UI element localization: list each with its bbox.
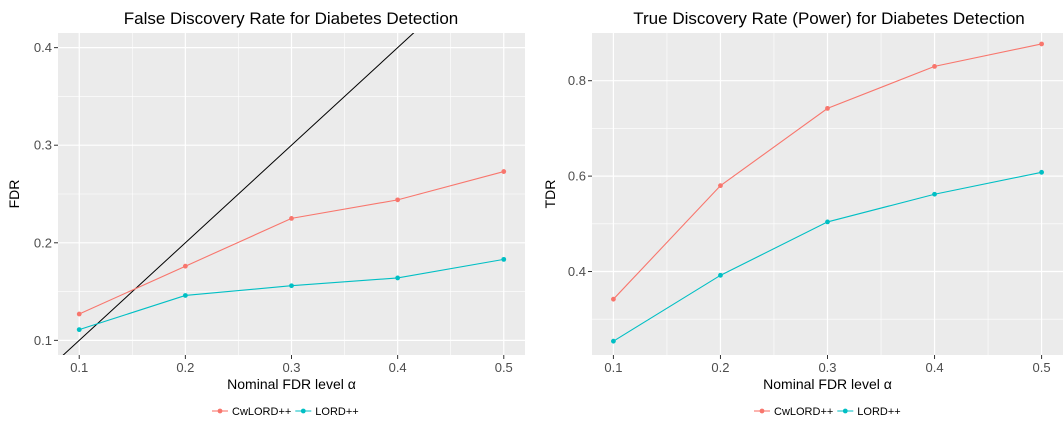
legend-label-cwlord: CwLORD++ [774, 406, 833, 418]
data-point-lord [718, 272, 723, 278]
data-point-cwlord [932, 63, 937, 69]
x-tick-label: 0.3 [818, 360, 836, 375]
data-point-cwlord [289, 215, 294, 221]
data-point-cwlord [718, 183, 723, 189]
legend-label-cwlord: CwLORD++ [232, 406, 291, 418]
data-point-lord [825, 219, 830, 225]
chart-title: False Discovery Rate for Diabetes Detect… [124, 9, 458, 28]
x-tick-label: 0.3 [282, 360, 300, 375]
y-tick-label: 0.1 [34, 333, 52, 348]
y-tick-label: 0.6 [568, 169, 586, 184]
data-point-lord [395, 275, 401, 281]
x-tick-label: 0.5 [1033, 360, 1051, 375]
x-tick-label: 0.1 [604, 360, 622, 375]
y-tick-label: 0.3 [34, 138, 52, 153]
chart-title: True Discovery Rate (Power) for Diabetes… [633, 9, 1024, 28]
data-point-lord [1039, 169, 1044, 175]
data-point-lord [289, 283, 294, 289]
legend-key-point-lord [842, 408, 848, 414]
data-point-lord [932, 191, 937, 197]
x-tick-label: 0.5 [495, 360, 513, 375]
data-point-lord [501, 256, 507, 262]
y-tick-label: 0.4 [568, 264, 586, 279]
chart-panel-1: 0.1 0.2 0.3 0.4 0.5 0.1 0.2 0.3 0.4 False Discove… [6, 9, 525, 418]
x-tick-label: 0.4 [389, 360, 407, 375]
data-point-cwlord [395, 197, 401, 203]
legend-key-point-cwlord [217, 408, 223, 414]
data-point-cwlord [611, 296, 616, 302]
data-point-cwlord [825, 105, 830, 111]
x-tick-label: 0.2 [176, 360, 194, 375]
legend-key-point-lord [300, 408, 306, 414]
legend: CwLORD++ LORD++ [754, 406, 901, 418]
x-tick-label: 0.2 [711, 360, 729, 375]
y-tick-label: 0.2 [34, 235, 52, 250]
y-axis-title: FDR [6, 180, 22, 209]
data-point-lord [611, 338, 616, 344]
x-axis-title: Nominal FDR level α [763, 376, 892, 392]
plot-area [62, 33, 507, 355]
y-axis-title: TDR [542, 180, 558, 209]
data-point-cwlord [501, 169, 507, 174]
y-tick-label: 0.8 [568, 73, 586, 88]
data-point-lord [182, 293, 188, 298]
legend-label-lord: LORD++ [857, 406, 900, 418]
data-point-cwlord [182, 263, 188, 269]
legend: CwLORD++ LORD++ [212, 406, 359, 418]
legend-key-point-cwlord [759, 408, 765, 414]
x-tick-label: 0.4 [926, 360, 944, 375]
data-point-cwlord [1039, 41, 1044, 47]
x-axis-title: Nominal FDR level α [227, 376, 356, 392]
data-point-cwlord [76, 311, 82, 317]
y-tick-label: 0.4 [34, 40, 52, 55]
legend-label-lord: LORD++ [315, 406, 358, 418]
chart-panel-2: 0.1 0.2 0.3 0.4 0.5 0.4 0.6 0.8 True Discovery R… [542, 9, 1063, 418]
data-point-lord [76, 327, 82, 333]
plot-area [611, 41, 1044, 344]
x-tick-label: 0.1 [70, 360, 88, 375]
